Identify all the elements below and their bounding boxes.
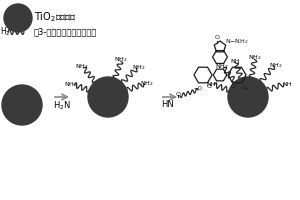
Text: NH$_2$: NH$_2$ [140,80,154,88]
Circle shape [88,77,128,117]
Text: H$_2$: H$_2$ [0,26,11,38]
Text: NH$_2$: NH$_2$ [114,55,128,64]
Text: O−: O− [242,86,251,90]
Text: （3-氨丙基）三甲氧基硫烷: （3-氨丙基）三甲氧基硫烷 [34,27,98,36]
Text: O: O [207,84,212,88]
Text: H$_2$N: H$_2$N [53,100,71,112]
Circle shape [228,77,268,117]
Text: NH$_2$: NH$_2$ [64,80,78,89]
Text: O: O [231,84,236,88]
Text: NH: NH [282,82,292,87]
Text: NH$_2$: NH$_2$ [269,61,283,70]
Text: NH: NH [230,59,239,64]
Text: TiO$_2$纳米颟粒: TiO$_2$纳米颟粒 [34,10,77,24]
Text: NH$_2$: NH$_2$ [248,53,261,62]
Text: N−NH$_2$: N−NH$_2$ [225,38,248,46]
Text: NH$_2$: NH$_2$ [215,62,228,71]
Text: −O: −O [193,86,202,90]
Text: O: O [215,35,220,40]
Circle shape [2,85,42,125]
Text: NH$_2$: NH$_2$ [131,63,145,72]
Text: NH$_2$: NH$_2$ [75,62,88,71]
Text: NH: NH [206,82,216,87]
Text: O: O [176,92,181,97]
Text: HN: HN [162,100,174,109]
Circle shape [4,4,32,32]
